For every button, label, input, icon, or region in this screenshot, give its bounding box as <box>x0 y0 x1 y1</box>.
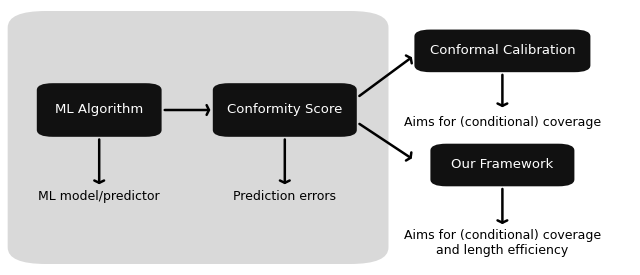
Text: Our Framework: Our Framework <box>451 158 554 172</box>
FancyBboxPatch shape <box>430 144 575 186</box>
Text: Aims for (conditional) coverage
and length efficiency: Aims for (conditional) coverage and leng… <box>404 229 601 257</box>
FancyBboxPatch shape <box>212 83 357 137</box>
FancyBboxPatch shape <box>415 30 590 72</box>
Text: Conformity Score: Conformity Score <box>227 103 342 117</box>
Text: ML Algorithm: ML Algorithm <box>55 103 143 117</box>
Text: ML model/predictor: ML model/predictor <box>38 190 160 203</box>
FancyBboxPatch shape <box>36 83 161 137</box>
FancyBboxPatch shape <box>8 11 388 264</box>
Text: Conformal Calibration: Conformal Calibration <box>429 44 575 57</box>
Text: Aims for (conditional) coverage: Aims for (conditional) coverage <box>404 116 601 129</box>
Text: Prediction errors: Prediction errors <box>234 190 336 203</box>
